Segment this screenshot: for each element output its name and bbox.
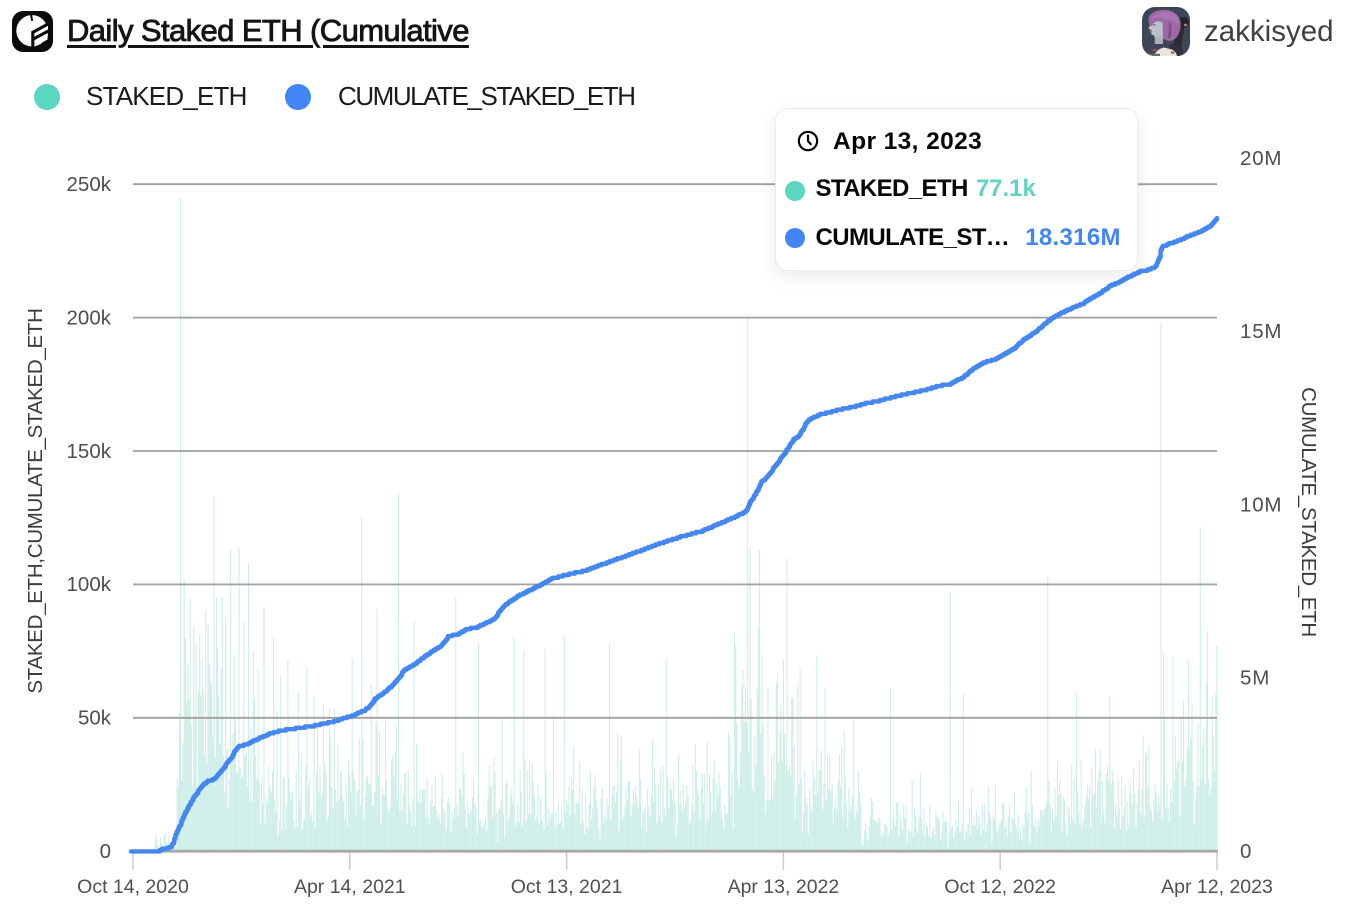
- svg-text:Oct 14, 2020: Oct 14, 2020: [77, 876, 189, 898]
- svg-text:Oct 12, 2022: Oct 12, 2022: [944, 876, 1056, 898]
- svg-text:Apr 14, 2021: Apr 14, 2021: [294, 876, 406, 898]
- svg-text:10M: 10M: [1240, 493, 1282, 516]
- svg-text:200k: 200k: [67, 306, 112, 329]
- svg-text:CUMULATE_STAKED_ETH: CUMULATE_STAKED_ETH: [1297, 387, 1320, 637]
- svg-text:STAKED_ETH,CUMULATE_STAKED_ETH: STAKED_ETH,CUMULATE_STAKED_ETH: [24, 308, 47, 693]
- svg-text:100k: 100k: [67, 573, 112, 596]
- svg-text:5M: 5M: [1240, 667, 1270, 690]
- svg-text:0: 0: [1240, 840, 1252, 863]
- svg-text:150k: 150k: [67, 440, 112, 463]
- svg-text:0: 0: [100, 840, 111, 863]
- svg-text:20M: 20M: [1240, 147, 1282, 170]
- svg-text:Apr 12, 2023: Apr 12, 2023: [1161, 876, 1273, 898]
- svg-text:Oct 13, 2021: Oct 13, 2021: [511, 876, 623, 898]
- svg-text:Apr 13, 2022: Apr 13, 2022: [728, 876, 840, 898]
- svg-text:50k: 50k: [78, 707, 112, 730]
- svg-text:15M: 15M: [1240, 320, 1282, 343]
- svg-text:250k: 250k: [67, 173, 112, 196]
